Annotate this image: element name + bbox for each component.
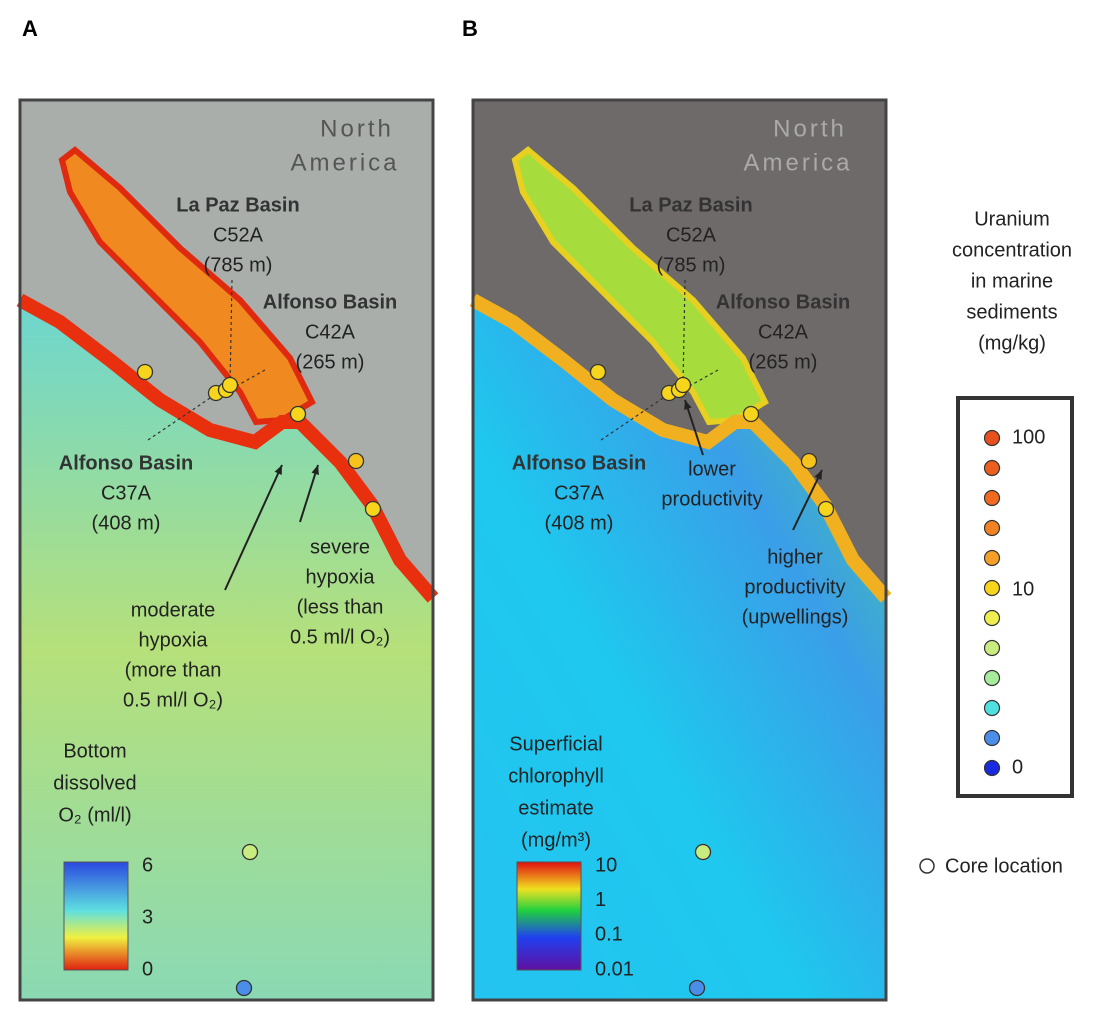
scale-title: chlorophyll [508, 765, 604, 787]
legend-swatch [985, 521, 1000, 536]
note: (upwellings) [742, 606, 849, 628]
site-label: C37A [554, 482, 605, 504]
core-site [744, 407, 759, 422]
note: hypoxia [306, 566, 376, 588]
site-label: (785 m) [657, 254, 726, 276]
scale-label: 0.01 [595, 958, 634, 980]
note: severe [310, 536, 370, 558]
region-label: America [290, 149, 399, 176]
note: 0.5 ml/l O₂) [290, 626, 390, 648]
site-label: (408 m) [92, 512, 161, 534]
note: (less than [297, 596, 384, 618]
legend-swatch [985, 641, 1000, 656]
site-label: (785 m) [204, 254, 273, 276]
site-label: Alfonso Basin [716, 291, 850, 313]
note: higher [767, 546, 823, 568]
site-label: C37A [101, 482, 152, 504]
core-site [591, 365, 606, 380]
map-panel: North America La Paz Basin C52A (785 m) Alfon… [20, 100, 433, 1000]
core-site [366, 502, 381, 517]
site-label: C42A [305, 321, 356, 343]
legend-title: sediments [966, 301, 1057, 323]
note: hypoxia [139, 629, 209, 651]
site-label: C52A [213, 224, 264, 246]
scale-title: estimate [518, 797, 594, 819]
note: moderate [131, 599, 216, 621]
scale-label: 10 [595, 854, 617, 876]
core-site [138, 365, 153, 380]
core-site [676, 378, 691, 393]
figure: A B North America La Paz Basin C52A (785 m) A… [0, 0, 1116, 1017]
note: 0.5 ml/l O₂) [123, 689, 223, 711]
core-site [243, 845, 258, 860]
site-label: Alfonso Basin [263, 291, 397, 313]
region-label: North [773, 115, 847, 142]
legend-swatch [985, 551, 1000, 566]
legend-swatch [985, 611, 1000, 626]
note: productivity [744, 576, 845, 598]
legend-swatch [985, 461, 1000, 476]
legend-label: 0 [1012, 756, 1023, 778]
legend-swatch [985, 761, 1000, 776]
note: (more than [125, 659, 222, 681]
site-label: (408 m) [545, 512, 614, 534]
maps: North America La Paz Basin C52A (785 m) Alfon… [20, 100, 886, 1000]
legend-swatch [985, 671, 1000, 686]
legend-title: in marine [971, 270, 1053, 292]
scale-label: 1 [595, 889, 606, 911]
map-panel: North America La Paz Basin C52A (785 m) Alfon… [473, 100, 886, 1000]
legend-label: 10 [1012, 578, 1034, 600]
scale-label: 0.1 [595, 924, 623, 946]
region-label: North [320, 115, 394, 142]
core-site [349, 454, 364, 469]
legend-swatch [985, 431, 1000, 446]
legend-title: concentration [952, 239, 1072, 261]
region-label: America [743, 149, 852, 176]
scale-label: 3 [142, 906, 153, 928]
core-site [291, 407, 306, 422]
panel-label: B [462, 16, 478, 41]
legend-swatch [985, 701, 1000, 716]
site-label: (265 m) [749, 351, 818, 373]
site-label: Alfonso Basin [512, 452, 646, 474]
legend-swatch [985, 491, 1000, 506]
scale-title: O₂ (ml/l) [58, 804, 131, 826]
scale-label: 0 [142, 958, 153, 980]
site-label: (265 m) [296, 351, 365, 373]
site-label: La Paz Basin [176, 194, 299, 216]
site-label: La Paz Basin [629, 194, 752, 216]
legend-title: Uranium [974, 208, 1050, 230]
legend-swatch [985, 731, 1000, 746]
legend-label: 100 [1012, 426, 1045, 448]
core-site [802, 454, 817, 469]
core-symbol [920, 859, 934, 873]
legend-title: (mg/kg) [978, 332, 1046, 354]
core-site [819, 502, 834, 517]
core-site [690, 981, 705, 996]
legend-swatch [985, 581, 1000, 596]
core-site [696, 845, 711, 860]
note: lower [688, 458, 736, 480]
panel-label: A [22, 16, 38, 41]
scale-title: Bottom [63, 740, 126, 762]
site-label: Alfonso Basin [59, 452, 193, 474]
site-label: C52A [666, 224, 717, 246]
note: productivity [661, 488, 762, 510]
color-bar [64, 862, 128, 970]
core-site [223, 378, 238, 393]
scale-title: Superficial [509, 733, 602, 755]
core-label: Core location [945, 855, 1063, 877]
color-bar [517, 862, 581, 970]
scale-title: (mg/m³) [521, 829, 591, 851]
core-site [237, 981, 252, 996]
site-label: C42A [758, 321, 809, 343]
scale-label: 6 [142, 854, 153, 876]
scale-title: dissolved [53, 772, 136, 794]
